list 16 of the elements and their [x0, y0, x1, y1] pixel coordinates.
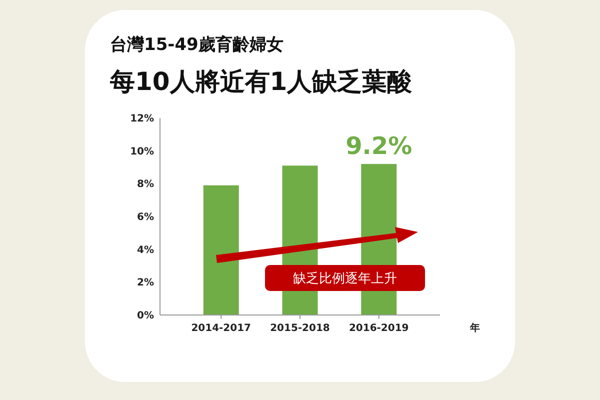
x-axis-title: 年: [469, 322, 480, 334]
y-tick-label: 4%: [137, 244, 154, 256]
y-tick-label: 6%: [137, 212, 154, 223]
y-tick-label: 2%: [137, 278, 154, 289]
x-tick-label: 2015-2018: [270, 323, 330, 334]
bar: [203, 185, 239, 315]
chart-subtitle: 每10人將近有1人缺乏葉酸: [109, 67, 414, 96]
x-tick-label: 2014-2017: [191, 323, 252, 334]
y-tick-label: 0%: [137, 310, 154, 322]
x-tick-label: 2016-2019: [348, 323, 409, 334]
data-label: 9.2%: [346, 132, 412, 160]
y-tick-label: 8%: [137, 179, 154, 190]
annotation: 缺乏比例逐年上升: [293, 272, 397, 287]
chart-title: 台灣15-49歲育齡婦女: [110, 34, 284, 55]
y-tick-label: 10%: [130, 146, 154, 158]
y-tick-label: 12%: [130, 114, 154, 124]
